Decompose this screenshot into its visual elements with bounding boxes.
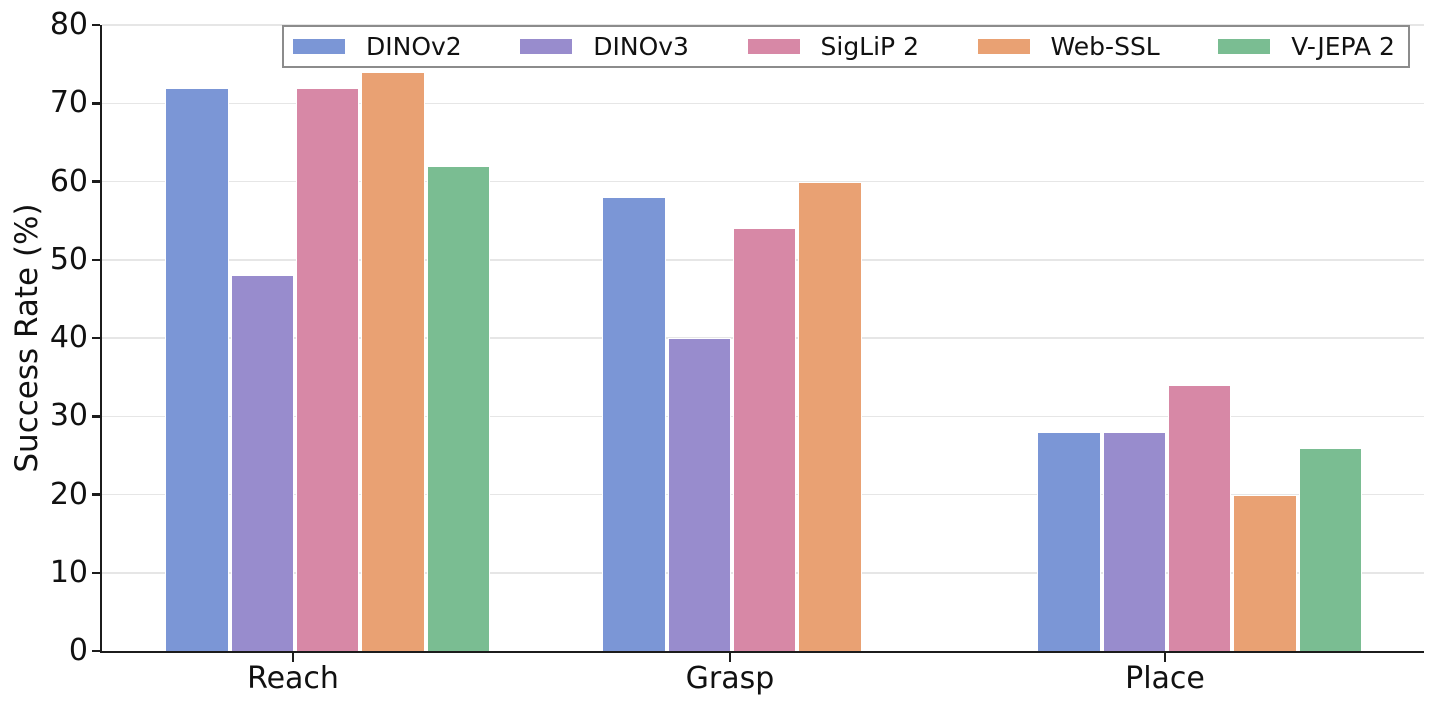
- y-tick-mark-10: [92, 571, 100, 574]
- y-tick-mark-60: [92, 180, 100, 183]
- y-tick-mark-40: [92, 336, 100, 340]
- bar-DINOv2-Place: [1037, 431, 1101, 651]
- legend-item-Web-SSL: Web-SSL: [977, 32, 1160, 61]
- bar-V-JEPA2-Reach: [426, 165, 490, 651]
- x-tick-label-Grasp: Grasp: [685, 661, 775, 696]
- gridline-70: [102, 102, 1424, 104]
- y-tick-mark-0: [92, 649, 100, 653]
- y-tick-label-40: 40: [49, 320, 88, 355]
- legend-swatch-DINOv2: [293, 39, 345, 54]
- bar-DINOv2-Grasp: [602, 197, 666, 651]
- legend-label-V-JEPA2: V-JEPA 2: [1291, 32, 1395, 61]
- legend-item-DINOv2: DINOv2: [293, 34, 462, 59]
- legend-swatch-DINOv3: [520, 39, 573, 54]
- legend-label-SigLiP2: SigLiP 2: [820, 32, 920, 61]
- y-tick-label-10: 10: [49, 554, 88, 590]
- legend-swatch-SigLiP2: [747, 39, 800, 54]
- legend-label-DINOv2: DINOv2: [366, 32, 462, 61]
- bar-SigLiP2-Grasp: [732, 228, 797, 651]
- y-tick-label-50: 50: [49, 241, 88, 277]
- y-tick-mark-30: [92, 415, 100, 418]
- y-tick-label-60: 60: [49, 163, 88, 199]
- bar-DINOv3-Place: [1102, 431, 1167, 651]
- y-tick-label-30: 30: [49, 398, 88, 434]
- chart-legend: DINOv2 DINOv3 SigLiP 2 Web-SSL V-JEPA 2: [282, 25, 1410, 68]
- bar-Web-SSL-Reach: [361, 71, 425, 651]
- bar-SigLiP2-Reach: [295, 87, 360, 651]
- y-tick-label-0: 0: [68, 633, 88, 668]
- bar-V-JEPA2-Place: [1298, 447, 1362, 651]
- bar-SigLiP2-Place: [1167, 384, 1232, 651]
- legend-swatch-Web-SSL: [977, 39, 1030, 54]
- legend-swatch-V-JEPA2: [1218, 39, 1271, 54]
- y-tick-mark-50: [92, 258, 100, 261]
- plot-area: [100, 24, 1424, 653]
- y-tick-mark-80: [92, 23, 100, 27]
- legend-label-DINOv3: DINOv3: [593, 32, 689, 61]
- bar-DINOv2-Reach: [165, 87, 229, 651]
- legend-item-V-JEPA2: V-JEPA 2: [1218, 34, 1395, 59]
- bar-DINOv3-Reach: [230, 275, 295, 651]
- bar-Web-SSL-Grasp: [798, 181, 862, 651]
- gridline-60: [102, 180, 1424, 183]
- bar-DINOv3-Grasp: [667, 338, 732, 651]
- y-tick-label-70: 70: [49, 85, 88, 121]
- y-tick-mark-70: [92, 102, 100, 105]
- y-tick-label-80: 80: [49, 7, 88, 42]
- y-tick-mark-20: [92, 493, 100, 496]
- x-tick-label-Reach: Reach: [247, 661, 339, 696]
- y-tick-label-20: 20: [49, 476, 88, 512]
- legend-item-DINOv3: DINOv3: [520, 34, 689, 59]
- bar-Web-SSL-Place: [1233, 494, 1297, 651]
- legend-item-SigLiP2: SigLiP 2: [747, 32, 920, 61]
- x-tick-label-Place: Place: [1125, 661, 1205, 696]
- legend-label-Web-SSL: Web-SSL: [1050, 32, 1160, 61]
- x-tick-mark-Grasp: [728, 653, 732, 662]
- x-tick-mark-Place: [1163, 653, 1167, 662]
- x-tick-mark-Reach: [291, 653, 295, 662]
